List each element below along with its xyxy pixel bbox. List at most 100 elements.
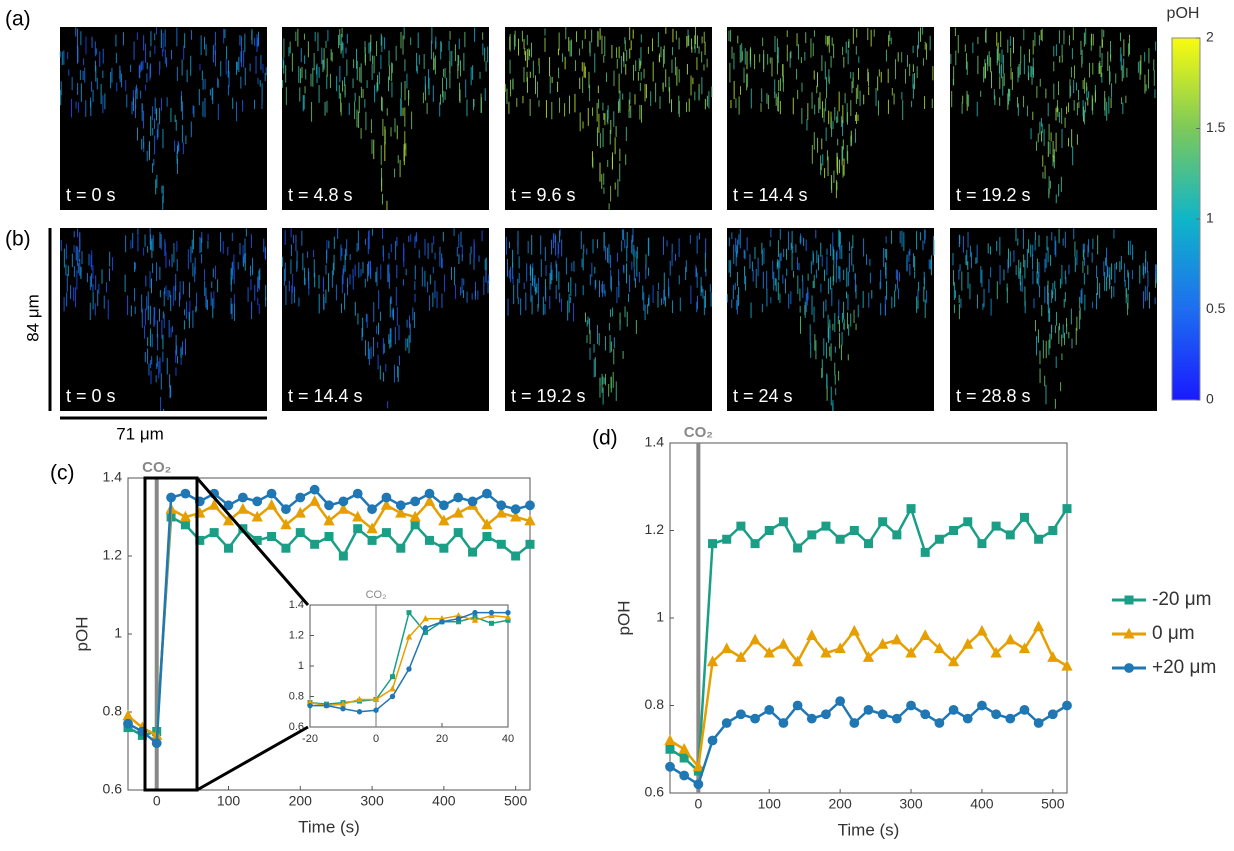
x-tick-label: 400 [432, 793, 456, 809]
marker [1062, 700, 1072, 711]
marker [439, 543, 449, 553]
marker [406, 666, 412, 672]
marker [962, 713, 973, 724]
y-tick-label: 0.6 [289, 721, 304, 733]
marker [180, 488, 191, 499]
marker [1019, 512, 1029, 522]
marker [453, 492, 464, 503]
marker [977, 700, 987, 711]
marker [991, 521, 1001, 531]
marker [1124, 595, 1134, 605]
marker [793, 543, 803, 553]
colorbar [1171, 37, 1201, 401]
marker [1033, 620, 1045, 632]
marker [166, 492, 176, 503]
marker [123, 718, 133, 729]
marker [933, 642, 946, 654]
marker [405, 633, 413, 640]
y-tick-label: 0.8 [645, 696, 665, 712]
marker [1033, 718, 1044, 728]
panel-label: (d) [592, 427, 618, 450]
marker [180, 520, 190, 530]
heatmap-panel: t = 14.4 s [727, 27, 934, 210]
marker [389, 693, 396, 700]
x-tick-label: 500 [504, 793, 528, 809]
heatmap-panel: t = 14.4 s [281, 228, 490, 411]
marker [422, 625, 429, 631]
heatmap-panel: t = 0 s [60, 228, 267, 411]
marker [706, 655, 719, 667]
marker [848, 624, 860, 636]
marker [749, 633, 761, 645]
chart: 0 100 200 300 400 500 0.6 0.8 1 1.2 1.4 CO₂ (d) Time … [592, 424, 1216, 840]
marker [977, 539, 987, 549]
marker [373, 707, 379, 713]
marker [455, 616, 462, 622]
marker [791, 655, 804, 667]
marker [424, 488, 435, 499]
marker [821, 709, 831, 720]
legend-label: -20 μm [1152, 589, 1212, 610]
x-tick-label: 0 [694, 796, 702, 812]
y-tick-label: 0.8 [289, 690, 304, 702]
x-tick-label: -20 [302, 733, 318, 745]
marker [324, 500, 334, 511]
marker [280, 518, 292, 530]
marker [736, 521, 746, 531]
marker [409, 510, 421, 522]
marker [692, 760, 704, 772]
marker [934, 534, 944, 544]
marker [338, 551, 348, 561]
marker [906, 700, 916, 711]
marker [267, 532, 277, 541]
x-tick-label: 20 [436, 733, 448, 745]
marker [778, 718, 789, 728]
marker [495, 506, 507, 518]
marker [366, 522, 378, 534]
marker [488, 611, 495, 619]
marker [151, 738, 162, 749]
marker [807, 530, 817, 540]
heatmap-background [60, 27, 267, 210]
marker [208, 499, 220, 510]
y-tick-label: 0.8 [103, 703, 123, 719]
marker [489, 620, 494, 626]
marker [1047, 651, 1059, 662]
x-tick-label: 100 [758, 796, 782, 812]
marker [892, 530, 902, 540]
marker [963, 517, 973, 527]
marker [708, 539, 718, 549]
marker [1123, 627, 1135, 639]
marker [1004, 633, 1016, 645]
marker [281, 543, 291, 553]
marker [438, 514, 450, 526]
marker [410, 496, 421, 507]
plot-area [669, 442, 1068, 794]
y-tick-label: 1 [114, 625, 122, 641]
marker [1062, 504, 1072, 514]
marker [990, 646, 1002, 658]
marker [679, 770, 690, 781]
y-tick-label: 0.6 [645, 784, 665, 800]
time-label: t = 9.6 s [511, 185, 576, 205]
x-tick-label: 200 [828, 796, 852, 812]
marker [395, 500, 406, 511]
marker [764, 526, 774, 535]
colorbar-tick-label: 0.5 [1206, 300, 1226, 316]
marker [472, 609, 478, 616]
x-tick-label: 0 [153, 793, 161, 809]
marker [425, 535, 434, 545]
marker [1005, 713, 1016, 724]
x-tick-label: 300 [360, 793, 384, 809]
marker [678, 742, 690, 754]
marker [439, 619, 445, 625]
panel-label: (a) [5, 8, 31, 31]
marker [511, 551, 521, 561]
marker [1061, 659, 1073, 671]
marker [1124, 663, 1134, 673]
time-label: t = 24 s [733, 386, 793, 406]
marker [222, 514, 235, 526]
marker [309, 484, 320, 495]
marker [665, 744, 675, 754]
